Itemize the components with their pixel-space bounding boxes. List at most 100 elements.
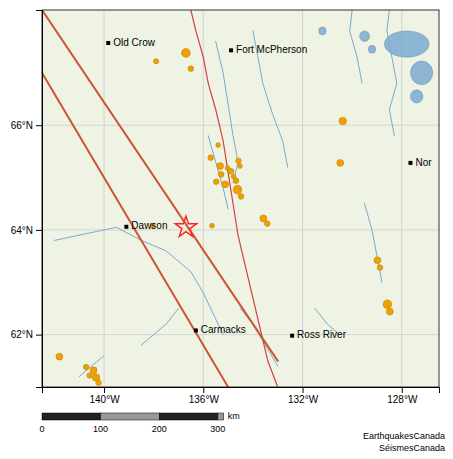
tick-mark: [402, 387, 403, 393]
earthquake: [188, 66, 194, 72]
chart: Old Crow Fort McPherson Dawson Carmacks Ross…: [0, 0, 453, 459]
scale-label: 300: [210, 424, 225, 434]
plot-frame: [42, 10, 439, 387]
earthquake: [56, 353, 63, 360]
earthquake: [238, 164, 243, 169]
attribution: SéismesCanada: [379, 443, 445, 453]
river: [141, 308, 178, 345]
place-markers: [106, 41, 412, 338]
tick-mark: [203, 387, 204, 393]
axis-line: [43, 388, 440, 394]
tick: 64°N: [11, 225, 42, 236]
river: [365, 204, 382, 283]
tick-label: 128°W: [387, 394, 418, 405]
place-marker: [194, 328, 198, 332]
lakes: [319, 27, 433, 103]
earthquake: [208, 155, 214, 161]
earthquake: [83, 364, 89, 370]
fault-line: [42, 10, 278, 361]
earthquake: [228, 168, 234, 174]
place-marker: [124, 225, 128, 229]
lake: [360, 31, 370, 41]
place-marker: [408, 161, 412, 165]
tick-label: 66°N: [11, 120, 33, 131]
river: [208, 136, 228, 209]
tick-label: 62°N: [11, 329, 33, 340]
lake: [368, 45, 375, 53]
grid-line: [42, 125, 439, 126]
tick-label: 132°W: [288, 394, 319, 405]
tick: 140°W: [89, 387, 120, 405]
earthquake: [386, 308, 393, 315]
earthquake: [182, 49, 191, 58]
place-marker: [106, 41, 110, 45]
place-marker: [229, 48, 233, 52]
place-label: Carmacks: [201, 324, 246, 335]
earthquake: [233, 178, 239, 184]
mainshock: [175, 216, 196, 236]
scale-segment: [159, 413, 218, 420]
rivers: [54, 10, 396, 377]
earthquake: [210, 223, 215, 228]
earthquake: [213, 179, 219, 185]
place-label: Old Crow: [113, 37, 155, 48]
tick-label: 140°W: [89, 394, 120, 405]
earthquake: [260, 215, 267, 222]
place-marker: [290, 334, 294, 338]
tick-label: 136°W: [189, 394, 220, 405]
earthquakes: [56, 49, 393, 386]
earthquake: [233, 185, 242, 194]
y-axis: 62°N 64°N 66°N: [11, 11, 43, 388]
plot-background: [42, 10, 439, 387]
place-label: Ross River: [297, 329, 347, 340]
scale-segment: [101, 413, 160, 420]
x-axis: 140°W 136°W 132°W 128°W: [43, 387, 440, 405]
scale-bar: 0 100 200 300km: [39, 411, 239, 434]
tick: 132°W: [288, 387, 319, 405]
place-labels: Old Crow Fort McPherson Dawson Carmacks Ross…: [113, 37, 432, 341]
fault-lines: [42, 10, 278, 387]
earthquake: [222, 181, 229, 188]
tick-label: 64°N: [11, 225, 33, 236]
tick-mark: [36, 335, 42, 336]
place-label: Dawson: [131, 220, 167, 231]
tick: 128°W: [387, 387, 418, 405]
river: [387, 10, 397, 136]
tick: 66°N: [11, 120, 42, 131]
tick: 136°W: [189, 387, 220, 405]
scale-label: 0: [39, 424, 44, 434]
plot: Old Crow Fort McPherson Dawson Carmacks Ross…: [11, 10, 440, 405]
earthquake: [265, 221, 271, 227]
tick: 62°N: [11, 329, 42, 340]
tick-mark: [303, 387, 304, 393]
river: [241, 308, 278, 366]
earthquake: [217, 163, 224, 170]
earthquake: [236, 158, 242, 164]
lake: [410, 90, 422, 103]
tick-mark: [36, 230, 42, 231]
earthquake: [96, 380, 102, 386]
attribution: EarthquakesCanada: [363, 431, 445, 441]
territory-border: [191, 10, 278, 387]
lake: [319, 27, 326, 35]
earthquake: [90, 367, 97, 374]
earthquake: [337, 159, 344, 166]
scale-label: 200: [152, 424, 167, 434]
earthquake: [339, 117, 346, 124]
tick-mark: [36, 125, 42, 126]
scale-segment: [218, 413, 224, 420]
earthquake: [87, 373, 93, 379]
earthquake: [154, 59, 159, 64]
scale-unit: km: [228, 411, 240, 421]
grid-line: [104, 10, 105, 387]
grid-line: [401, 10, 402, 387]
river: [350, 10, 362, 83]
earthquake: [238, 194, 244, 200]
scale-label: 100: [93, 424, 108, 434]
earthquake: [383, 300, 392, 309]
place-label: Fort McPherson: [236, 44, 307, 55]
grid: [42, 10, 439, 387]
lake: [410, 61, 432, 85]
scale-segment: [42, 413, 101, 420]
marks: [42, 10, 433, 387]
